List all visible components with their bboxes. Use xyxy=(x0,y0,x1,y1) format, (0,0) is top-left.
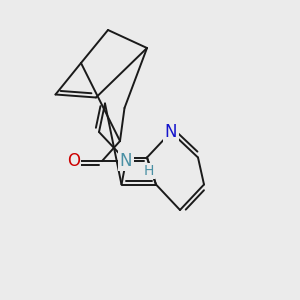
Text: N: N xyxy=(165,123,177,141)
Text: H: H xyxy=(143,164,154,178)
Text: O: O xyxy=(67,152,80,170)
Text: N: N xyxy=(120,152,132,170)
